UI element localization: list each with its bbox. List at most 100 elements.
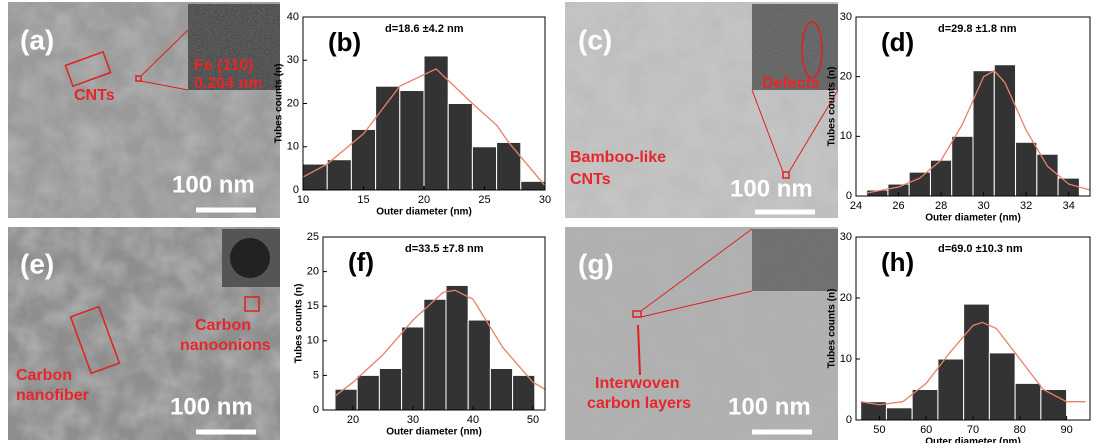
x-tick-label: 28 <box>935 200 947 212</box>
bar <box>1016 142 1037 196</box>
bar <box>521 181 545 190</box>
scale-bar-label: 100 nm <box>172 171 255 198</box>
y-tick-label: 10 <box>840 353 852 365</box>
x-tick-label: 34 <box>1063 200 1075 212</box>
x-axis-label: Outer diameter (nm) <box>376 207 472 218</box>
x-tick-label: 15 <box>357 194 369 206</box>
bar <box>424 56 448 190</box>
x-tick-label: 80 <box>1014 424 1026 436</box>
x-tick-label: 50 <box>527 414 539 426</box>
panel-label: (g) <box>578 248 614 279</box>
annotation: carbon layers <box>587 395 691 412</box>
y-tick-label: 30 <box>287 54 299 66</box>
panel-label: (c) <box>578 24 612 55</box>
x-tick-label: 20 <box>347 414 359 426</box>
annotation: 0.204 nm <box>194 75 262 92</box>
x-tick-label: 20 <box>418 194 430 206</box>
bar <box>448 104 472 191</box>
annotation: CNTs <box>570 171 611 188</box>
panel-label: (a) <box>20 24 54 55</box>
y-tick-label: 20 <box>840 292 852 304</box>
scale-bar-label: 100 nm <box>170 393 253 420</box>
bar <box>1041 390 1067 421</box>
y-tick-label: 40 <box>287 11 299 23</box>
x-tick-label: 30 <box>407 414 419 426</box>
x-tick-label: 70 <box>967 424 979 436</box>
annotation: d=69.0 ±10.3 nm <box>938 243 1023 255</box>
scale-bar-label: 100 nm <box>728 393 811 420</box>
bar <box>973 71 994 196</box>
panel-label: (d) <box>881 27 914 57</box>
bar <box>886 408 912 420</box>
tem-image: (a) CNTs Fe (110) 0.204 nm 100 nm <box>8 2 280 218</box>
y-tick-label: 30 <box>840 11 852 23</box>
x-tick-label: 50 <box>873 424 885 436</box>
x-tick-label: 30 <box>539 194 551 206</box>
y-axis-label: Tubes counts (n) <box>294 284 305 364</box>
bar <box>402 327 424 410</box>
y-tick-label: 25 <box>307 231 319 243</box>
bar <box>909 172 930 196</box>
panel-label: (b) <box>328 27 361 57</box>
bar <box>379 368 401 410</box>
bar <box>994 65 1015 196</box>
y-tick-label: 20 <box>307 266 319 278</box>
x-tick-label: 30 <box>978 200 990 212</box>
y-tick-label: 15 <box>307 300 319 312</box>
x-tick-label: 24 <box>850 200 862 212</box>
x-axis-label: Outer diameter (nm) <box>925 437 1021 443</box>
bar <box>424 299 446 410</box>
tem-image: (e) Carbon nanoonions Carbon nanofiber 1… <box>8 227 280 440</box>
x-axis-label: Outer diameter (nm) <box>386 427 482 438</box>
y-axis-label: Tubes counts (n) <box>827 289 838 369</box>
y-tick-label: 0 <box>313 404 319 416</box>
bar <box>400 91 424 190</box>
y-tick-label: 20 <box>840 71 852 83</box>
y-axis-label: Tubes counts (n) <box>274 64 285 144</box>
annotation: Carbon <box>195 317 251 334</box>
scale-bar-label: 100 nm <box>730 175 813 202</box>
annotation: d=33.5 ±7.8 nm <box>405 243 484 255</box>
bar <box>468 320 490 410</box>
bar <box>497 142 521 190</box>
tem-image: (g) Interwoven carbon layers 100 nm <box>565 227 838 440</box>
annotation: Interwoven <box>595 375 679 392</box>
annotation: d=29.8 ±1.8 nm <box>938 23 1017 35</box>
panel-label: (f) <box>348 247 374 277</box>
annotation: Fe (110) <box>194 57 254 74</box>
y-axis-label: Tubes counts (n) <box>827 67 838 147</box>
x-axis-label: Outer diameter (nm) <box>925 213 1021 224</box>
annotation: d=18.6 ±4.2 nm <box>385 23 464 35</box>
bar <box>335 389 357 410</box>
annotation: Defects <box>762 75 820 92</box>
bar <box>964 304 990 420</box>
bar <box>327 160 351 190</box>
annotation: nanofiber <box>16 387 89 404</box>
annotation: Bamboo-like <box>570 149 666 166</box>
annotation: Carbon <box>16 367 72 384</box>
bar <box>930 160 951 196</box>
annotation: nanoonions <box>180 337 271 354</box>
x-tick-label: 32 <box>1020 200 1032 212</box>
bar <box>938 359 964 420</box>
y-tick-label: 10 <box>840 130 852 142</box>
bar <box>912 390 938 421</box>
bar <box>357 375 379 410</box>
panel-label: (h) <box>881 247 914 277</box>
tem-image: (c) Defects Bamboo-like CNTs 100 nm <box>565 2 838 218</box>
panel-label: (e) <box>20 248 54 279</box>
bar <box>989 353 1015 420</box>
bar <box>303 164 327 190</box>
bar <box>1037 154 1058 196</box>
x-tick-label: 90 <box>1060 424 1072 436</box>
x-tick-label: 26 <box>892 200 904 212</box>
bar <box>446 285 468 410</box>
bar <box>490 368 512 410</box>
bar <box>1015 383 1041 420</box>
figure: (a) CNTs Fe (110) 0.204 nm 100 nm (c) De… <box>0 0 1102 443</box>
bar <box>351 129 375 190</box>
y-tick-label: 10 <box>307 335 319 347</box>
bar <box>472 147 496 190</box>
annotation: CNTs <box>74 87 115 104</box>
y-tick-label: 20 <box>287 97 299 109</box>
